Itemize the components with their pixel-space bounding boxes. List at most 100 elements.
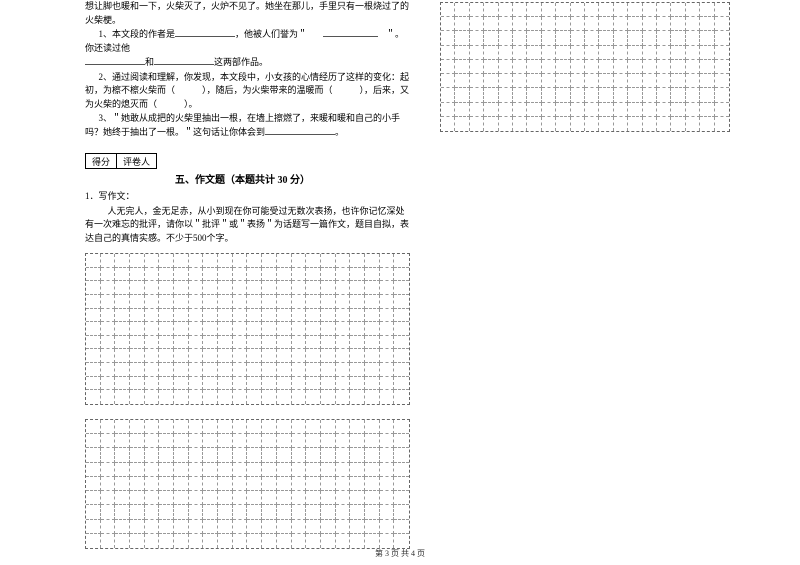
grid-cell [262, 448, 277, 462]
grid-cell [365, 377, 380, 391]
grid-cell [542, 74, 556, 88]
page-footer: 第 3 页 共 4 页 [0, 548, 800, 559]
grid-cell [394, 390, 409, 404]
grid-cell [101, 390, 116, 404]
grid-cell [189, 254, 204, 268]
grid-cell [484, 31, 498, 45]
grid-cell [233, 463, 248, 477]
grid-cell [189, 463, 204, 477]
grid-cell [470, 31, 484, 45]
question-intro: 想让脚也暖和一下，火柴灭了，火炉不见了。她坐在那儿，手里只有一根烧过了的火柴梗。 [85, 0, 410, 27]
grid-cell [336, 322, 351, 336]
grid-cell [262, 349, 277, 363]
grid-cell [394, 309, 409, 323]
grid-cell [671, 17, 685, 31]
grid-cell [292, 477, 307, 491]
grid-cell [233, 336, 248, 350]
grid-cell [247, 448, 262, 462]
grid-cell [455, 60, 469, 74]
grid-cell [247, 295, 262, 309]
grid-cell [292, 254, 307, 268]
grid-cell [321, 477, 336, 491]
grid-cell [700, 74, 714, 88]
grid-cell [174, 377, 189, 391]
grid-cell [145, 534, 160, 548]
grid-cell [101, 420, 116, 434]
grid-cell [336, 349, 351, 363]
score-label: 得分 [85, 153, 116, 169]
q1-text-a: 1、本文段的作者是 [99, 29, 176, 39]
grid-cell [130, 281, 145, 295]
grid-cell [86, 491, 101, 505]
grid-cell [643, 31, 657, 45]
grid-cell [203, 363, 218, 377]
grid-cell [262, 534, 277, 548]
grid-cell [499, 3, 513, 17]
grid-cell [233, 390, 248, 404]
grid-cell [628, 103, 642, 117]
grid-cell [277, 268, 292, 282]
grid-cell [306, 268, 321, 282]
grid-cell [262, 390, 277, 404]
grid-cell [159, 491, 174, 505]
grid-cell [159, 463, 174, 477]
grid-cell [542, 117, 556, 131]
grid-cell [306, 505, 321, 519]
grid-cell [700, 31, 714, 45]
grid-cell [218, 534, 233, 548]
grid-cell [321, 295, 336, 309]
grid-cell [394, 448, 409, 462]
grid-cell [174, 477, 189, 491]
grid-cell [513, 60, 527, 74]
grid-cell [262, 336, 277, 350]
grid-cell [86, 268, 101, 282]
grid-cell [115, 281, 130, 295]
grid-cell [336, 390, 351, 404]
grid-cell [159, 336, 174, 350]
grid-cell [671, 46, 685, 60]
grid-cell [455, 31, 469, 45]
q1-text-b: ，他被人们誉为＂ [235, 29, 307, 39]
writing-grid-2 [85, 419, 410, 549]
grid-cell [599, 88, 613, 102]
grid-cell [101, 309, 116, 323]
grid-cell [86, 448, 101, 462]
grid-cell [101, 534, 116, 548]
grid-cell [130, 268, 145, 282]
grid-cell [350, 477, 365, 491]
grid-cell [336, 336, 351, 350]
grid-cell [394, 349, 409, 363]
grid-cell [365, 420, 380, 434]
grid-cell [130, 477, 145, 491]
grid-cell [159, 349, 174, 363]
grid-cell [101, 363, 116, 377]
grid-cell [218, 309, 233, 323]
blank [175, 36, 235, 37]
grid-cell [585, 17, 599, 31]
grid-cell [115, 336, 130, 350]
grid-cell [499, 74, 513, 88]
grid-cell [145, 377, 160, 391]
grid-cell [130, 363, 145, 377]
grid-cell [700, 117, 714, 131]
grid-cell [247, 390, 262, 404]
grid-cell [441, 74, 455, 88]
grid-cell [365, 505, 380, 519]
grid-cell [292, 463, 307, 477]
grid-cell [321, 336, 336, 350]
grid-cell [394, 520, 409, 534]
grid-cell [189, 434, 204, 448]
grid-cell [145, 349, 160, 363]
grid-cell [115, 520, 130, 534]
left-column: 想让脚也暖和一下，火柴灭了，火炉不见了。她坐在那儿，手里只有一根烧过了的火柴梗。… [85, 0, 425, 540]
grid-cell [556, 17, 570, 31]
grid-cell [394, 534, 409, 548]
grid-cell [628, 117, 642, 131]
grid-cell [101, 336, 116, 350]
grid-cell [130, 491, 145, 505]
grid-cell [441, 17, 455, 31]
grid-cell [247, 505, 262, 519]
grid-cell [203, 377, 218, 391]
grid-cell [233, 254, 248, 268]
grid-cell [189, 349, 204, 363]
